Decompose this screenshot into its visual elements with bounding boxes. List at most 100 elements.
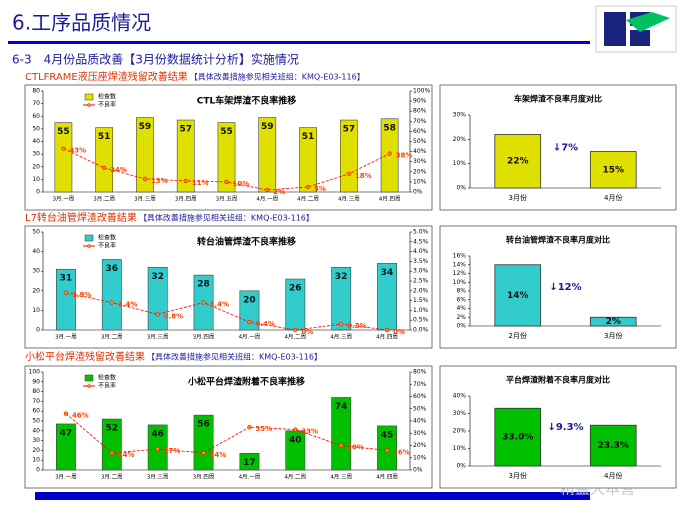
- bar-label: 14%: [507, 291, 529, 301]
- y2-tick-label: 50%: [413, 405, 427, 412]
- y2-tick-label: 40%: [413, 148, 427, 155]
- rate-label: 14%: [210, 451, 227, 459]
- y-tick-label: 10%: [453, 160, 467, 167]
- y-tick-label: 70: [32, 100, 40, 107]
- x-tick-label: 4月.一周: [256, 196, 278, 203]
- count-label: 34: [381, 268, 394, 278]
- y2-tick-label: 50%: [413, 138, 427, 145]
- rate-label: 1.4%: [210, 301, 229, 309]
- legend-label: 不良率: [98, 101, 116, 109]
- rate-marker: [384, 448, 390, 453]
- count-bar: [56, 423, 76, 471]
- slide-title: 6.工序品质情况: [12, 11, 151, 35]
- bar: [494, 134, 542, 189]
- rate-marker: [247, 320, 252, 325]
- count-label: 59: [261, 122, 274, 132]
- rate-marker: [293, 427, 298, 432]
- rate-label: 38%: [396, 152, 413, 160]
- x-tick-label: 4月.三周: [330, 474, 352, 481]
- annotation: ↓7%: [553, 143, 578, 154]
- legend-swatch: [84, 234, 94, 242]
- rate-label: 5%: [314, 185, 326, 193]
- x-tick-label: 4月.二周: [297, 196, 319, 203]
- x-tick-label: 3月份: [604, 331, 622, 340]
- annotation: ↓9.3%: [547, 422, 583, 433]
- rate-marker: [142, 176, 148, 181]
- y-tick-label: 10%: [453, 279, 467, 286]
- count-label: 32: [335, 272, 348, 282]
- y-tick-label: 50: [32, 418, 40, 425]
- count-bar: [176, 119, 195, 193]
- chart-title: CTL车架焊渣不良率推移: [197, 95, 296, 107]
- x-tick-label: 2月份: [509, 331, 527, 340]
- y-tick-label: 2%: [456, 314, 466, 321]
- y-tick-label: 0%: [456, 463, 466, 470]
- y-tick-label: 10: [32, 307, 40, 314]
- y2-tick-label: 100%: [413, 88, 430, 95]
- rate-label: 20%: [347, 444, 364, 452]
- rate-label: 0.3%: [347, 322, 366, 330]
- legend-swatch: [84, 93, 94, 101]
- section-title: L7转台油管焊渣改善结果: [25, 211, 137, 224]
- bar: [589, 316, 637, 327]
- y2-tick-label: 70%: [413, 381, 427, 388]
- y-tick-label: 100: [29, 369, 41, 376]
- y-tick-label: 40: [32, 248, 40, 255]
- x-tick-label: 4月.三周: [338, 196, 360, 203]
- y2-tick-label: 3.0%: [413, 268, 429, 275]
- count-bar: [56, 268, 76, 331]
- section-title: 小松平台焊渣残留改善结果: [25, 350, 145, 363]
- rate-label: 0%: [393, 328, 405, 336]
- y-tick-label: 4%: [456, 305, 466, 312]
- y-tick-label: 0: [36, 327, 40, 334]
- count-label: 40: [289, 435, 302, 445]
- count-bar: [299, 127, 317, 193]
- count-label: 51: [98, 132, 111, 142]
- count-label: 74: [335, 402, 348, 412]
- rate-label: 0.8%: [164, 312, 183, 320]
- x-tick-label: 3月.二周: [101, 334, 123, 341]
- y2-tick-label: 0%: [413, 189, 423, 196]
- y-tick-label: 20%: [453, 136, 467, 143]
- count-bar: [147, 266, 168, 331]
- x-tick-label: 3月份: [509, 471, 527, 480]
- y-tick-label: 70: [32, 398, 40, 405]
- bar-label: 33.0%: [502, 433, 533, 443]
- count-label: 59: [139, 122, 152, 132]
- count-bar: [217, 122, 236, 193]
- y2-tick-label: 90%: [413, 98, 427, 105]
- y-tick-label: 40: [32, 427, 40, 434]
- count-bar: [136, 117, 154, 193]
- rate-marker: [63, 411, 69, 416]
- count-label: 32: [151, 272, 164, 282]
- count-label: 56: [197, 420, 210, 430]
- legend-label: 检查数: [98, 234, 116, 242]
- y2-tick-label: 10%: [413, 178, 427, 185]
- x-tick-label: 3月.二周: [101, 474, 123, 481]
- legend-marker: [87, 384, 91, 388]
- rate-marker: [109, 450, 114, 455]
- y2-tick-label: 20%: [413, 442, 427, 449]
- y2-tick-label: 2.5%: [413, 278, 429, 285]
- x-tick-label: 3月.四周: [193, 334, 215, 341]
- x-tick-label: 4月份: [604, 193, 622, 202]
- y2-tick-label: 80%: [413, 108, 427, 115]
- y-tick-label: 50: [32, 125, 40, 132]
- x-tick-label: 4月.一周: [239, 474, 261, 481]
- rate-label: 2%: [273, 188, 285, 196]
- y-tick-label: 20%: [453, 428, 467, 435]
- rate-marker: [61, 146, 66, 151]
- y-tick-label: 60: [32, 408, 40, 415]
- rate-label: 0%: [301, 328, 313, 336]
- x-tick-label: 4月份: [604, 471, 622, 480]
- y2-tick-label: 2.0%: [413, 287, 429, 294]
- y-tick-label: 14%: [453, 261, 467, 268]
- chart-frame: [439, 225, 677, 349]
- y2-tick-label: 30%: [413, 430, 427, 437]
- bar-label: 23.3%: [598, 441, 629, 451]
- bar: [494, 407, 542, 467]
- rate-marker: [305, 184, 311, 190]
- bar: [494, 264, 542, 327]
- x-tick-label: 3月.五周: [216, 196, 238, 203]
